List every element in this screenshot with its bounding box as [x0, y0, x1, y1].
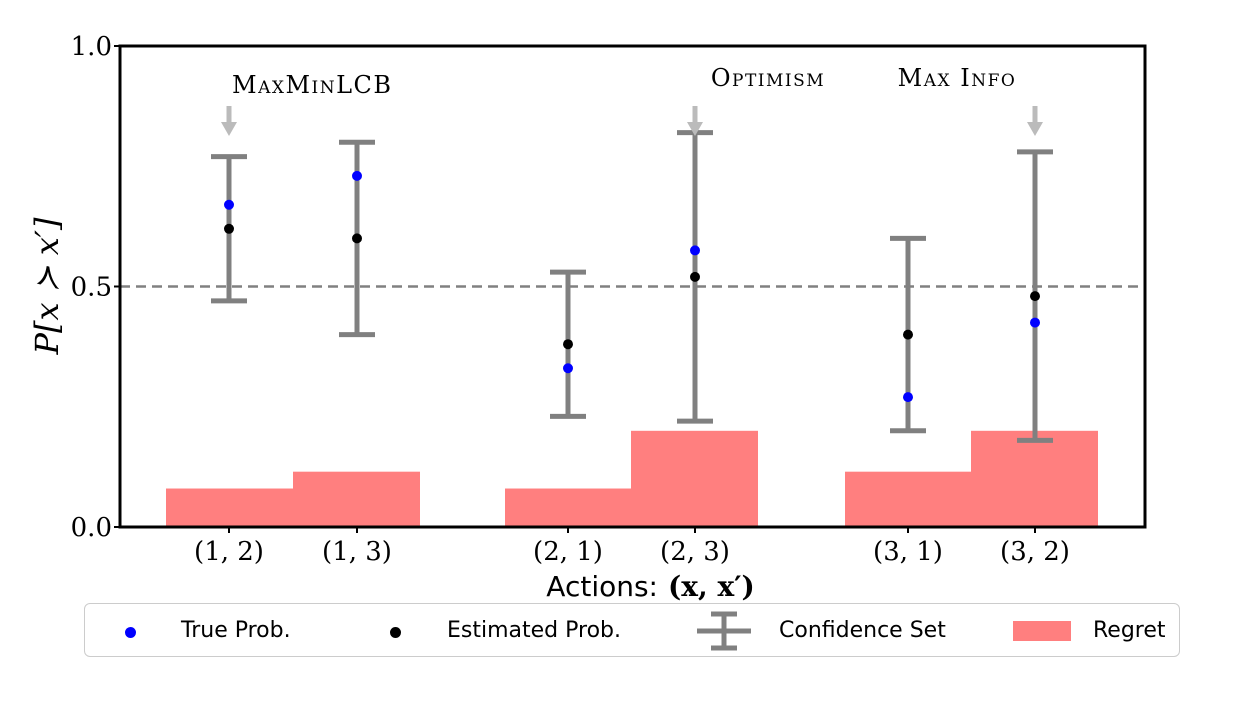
legend-label-regret: Regret — [1093, 618, 1166, 643]
probability-points — [224, 170, 1040, 403]
estimated-prob-point-6 — [1030, 291, 1040, 302]
annotation-arrow-head-2 — [687, 122, 703, 136]
estimated-prob-point-5 — [903, 329, 913, 340]
x-tick-label-3: (2, 1) — [533, 537, 603, 567]
x-tick-label-2: (1, 3) — [322, 537, 392, 567]
confidence-set-marker — [697, 611, 751, 651]
y-axis-label: P[x ≻ x′] — [28, 217, 66, 356]
annotation-label-2: Optimism — [711, 64, 825, 92]
regret-bar-6 — [971, 430, 1098, 527]
y-ticks: 0.0 0.5 1.0 — [71, 32, 120, 543]
true-prob-marker — [125, 627, 136, 638]
x-tick-label-5: (3, 1) — [873, 537, 943, 567]
true-prob-point-4 — [690, 245, 700, 256]
annotation-arrow-head-1 — [221, 122, 237, 136]
regret-bar-1 — [166, 488, 293, 527]
legend-label-estimated-prob: Estimated Prob. — [447, 618, 621, 643]
x-axis-label: Actions: (x, x′) — [546, 570, 754, 603]
estimated-prob-point-4 — [690, 271, 700, 282]
annotation-3: Max Info — [898, 64, 1043, 136]
true-prob-point-3 — [563, 363, 573, 374]
legend: True Prob. Estimated Prob. Confidence Se… — [84, 603, 1180, 657]
regret-bars — [166, 430, 1098, 527]
legend-label-confidence-set: Confidence Set — [779, 618, 946, 643]
x-axis-label-text: Actions: — [546, 570, 658, 603]
x-tick-label-1: (1, 2) — [194, 537, 264, 567]
regret-marker — [1013, 621, 1071, 641]
annotation-label-1: MaxMinLCB — [232, 71, 393, 99]
estimated-prob-point-3 — [563, 339, 573, 350]
true-prob-point-2 — [352, 170, 362, 181]
regret-bar-3 — [505, 488, 632, 527]
confidence-bars — [211, 130, 1053, 443]
regret-bar-4 — [631, 430, 758, 527]
true-prob-point-6 — [1030, 317, 1040, 328]
y-tick-label-0: 0.0 — [71, 513, 112, 543]
annotation-2: Optimism — [687, 64, 825, 136]
annotation-label-3: Max Info — [898, 64, 1017, 92]
y-tick-label-1: 0.5 — [71, 273, 112, 303]
x-tick-label-6: (3, 2) — [1000, 537, 1070, 567]
legend-label-true-prob: True Prob. — [181, 618, 291, 643]
estimated-prob-point-1 — [224, 223, 234, 234]
x-tick-label-4: (2, 3) — [660, 537, 730, 567]
x-axis-label-math: (x, x′) — [668, 570, 755, 603]
true-prob-point-1 — [224, 199, 234, 210]
true-prob-point-5 — [903, 392, 913, 403]
regret-bar-5 — [845, 471, 972, 527]
annotations: MaxMinLCB Optimism Max Info — [221, 64, 1043, 136]
annotation-1: MaxMinLCB — [221, 71, 393, 136]
estimated-prob-marker — [390, 627, 401, 638]
estimated-prob-point-2 — [352, 233, 362, 244]
x-ticks: (1, 2) (1, 3) (2, 1) (2, 3) (3, 1) (3, 2) — [194, 527, 1070, 567]
regret-bar-2 — [293, 471, 420, 527]
y-tick-label-2: 1.0 — [71, 32, 112, 62]
annotation-arrow-head-3 — [1027, 122, 1043, 136]
